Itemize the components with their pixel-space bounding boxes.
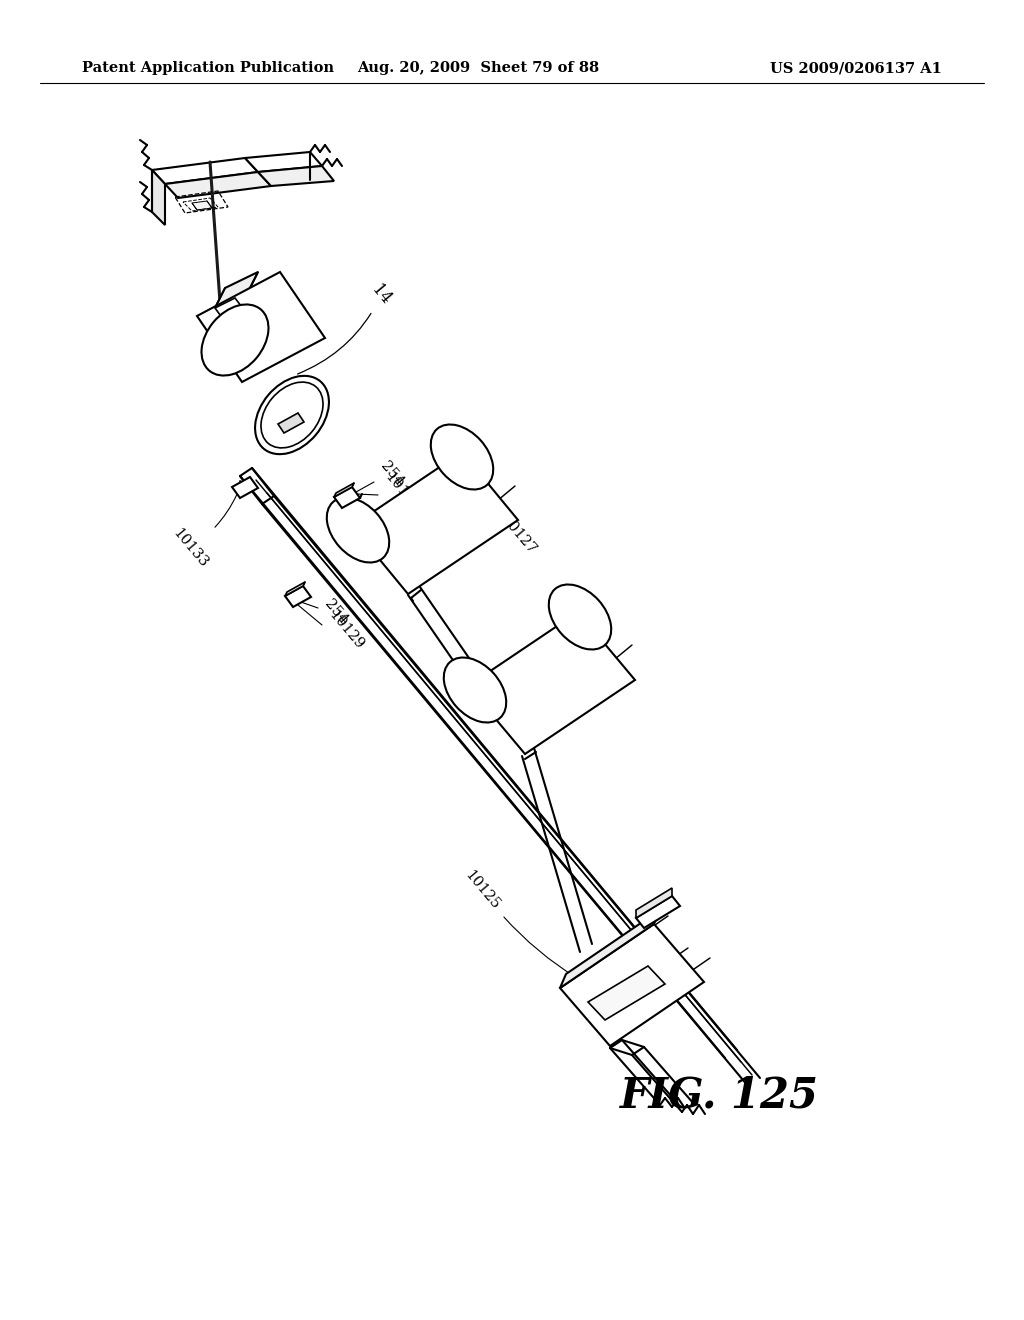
Polygon shape xyxy=(165,172,271,198)
Text: 254: 254 xyxy=(322,597,350,627)
Polygon shape xyxy=(215,272,258,308)
Ellipse shape xyxy=(549,585,611,649)
Polygon shape xyxy=(285,582,305,597)
Polygon shape xyxy=(334,483,354,498)
Polygon shape xyxy=(152,158,258,183)
Text: US 2009/0206137 A1: US 2009/0206137 A1 xyxy=(770,61,942,75)
Polygon shape xyxy=(636,896,680,928)
Polygon shape xyxy=(193,201,212,210)
Polygon shape xyxy=(560,924,705,1045)
Text: 10129: 10129 xyxy=(382,470,422,515)
Polygon shape xyxy=(245,152,322,172)
Text: Patent Application Publication: Patent Application Publication xyxy=(82,61,334,75)
Polygon shape xyxy=(215,298,263,345)
Polygon shape xyxy=(588,966,665,1020)
Polygon shape xyxy=(258,166,334,186)
Polygon shape xyxy=(278,413,304,433)
Text: 10127: 10127 xyxy=(498,513,539,557)
Polygon shape xyxy=(232,477,258,498)
Text: 10125: 10125 xyxy=(462,867,578,978)
Text: 254: 254 xyxy=(378,459,407,490)
Polygon shape xyxy=(197,272,325,381)
Text: FIG. 125: FIG. 125 xyxy=(620,1074,819,1115)
Polygon shape xyxy=(152,170,165,224)
Ellipse shape xyxy=(431,425,494,490)
Ellipse shape xyxy=(202,305,268,375)
Polygon shape xyxy=(334,487,360,508)
Polygon shape xyxy=(215,292,265,327)
Ellipse shape xyxy=(255,376,329,454)
Ellipse shape xyxy=(443,657,506,722)
Polygon shape xyxy=(560,909,660,987)
Polygon shape xyxy=(636,888,672,917)
Text: 14: 14 xyxy=(298,281,394,374)
Text: Aug. 20, 2009  Sheet 79 of 88: Aug. 20, 2009 Sheet 79 of 88 xyxy=(357,61,599,75)
Ellipse shape xyxy=(327,498,389,562)
Text: 10133: 10133 xyxy=(170,495,237,570)
Polygon shape xyxy=(468,612,635,754)
Polygon shape xyxy=(285,586,311,607)
Polygon shape xyxy=(352,451,518,594)
Text: 10129: 10129 xyxy=(326,607,367,652)
